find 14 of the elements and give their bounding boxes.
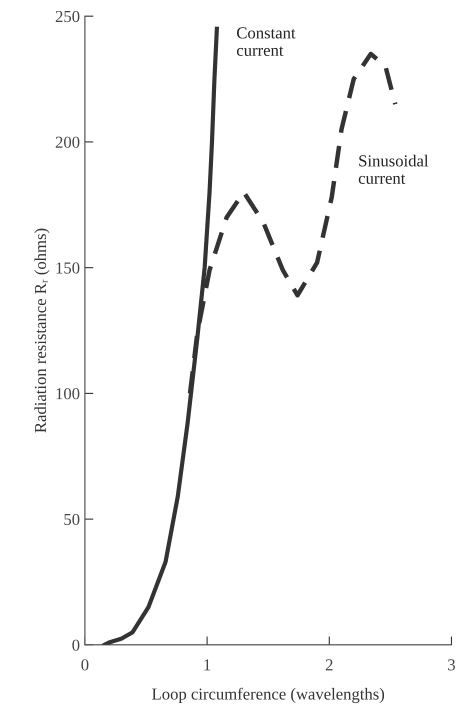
x-axis-title: Loop circumference (wavelengths) xyxy=(152,688,384,704)
y-tick-label: 150 xyxy=(56,262,80,274)
x-tick-label: 2 xyxy=(326,659,333,670)
x-tick-label: 1 xyxy=(204,659,210,670)
y-tick-label: 100 xyxy=(56,388,80,400)
x-tick-label: 3 xyxy=(448,659,455,670)
y-tick-label: 200 xyxy=(56,136,80,148)
y-tick-label: 50 xyxy=(64,514,80,526)
series-label: Constant current xyxy=(236,27,296,56)
series-label: Sinusoidal current xyxy=(358,154,428,184)
x-tick-label: 0 xyxy=(81,659,88,670)
y-tick-label: 250 xyxy=(56,10,80,22)
y-axis-title: Radiation resistance Rᵣ (ohms) xyxy=(34,228,50,433)
y-tick-label: 0 xyxy=(72,640,80,651)
